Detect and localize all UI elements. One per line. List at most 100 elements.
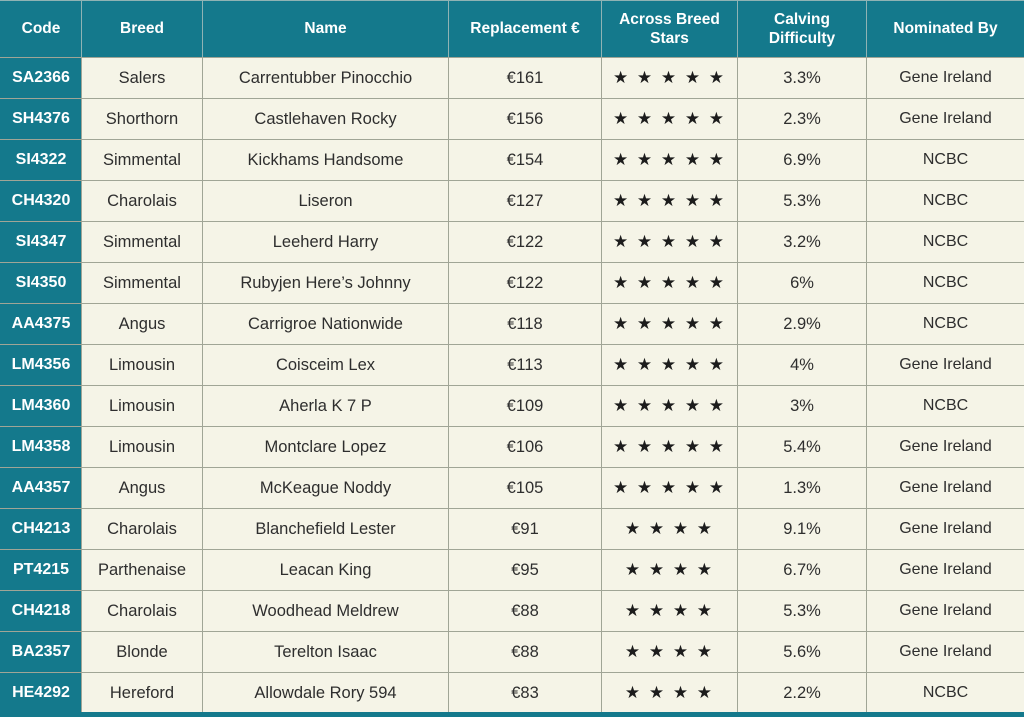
cell-breed: Blonde (81, 631, 203, 673)
cell-calving: 6.9% (737, 139, 867, 181)
column-header-breed: Breed (81, 0, 203, 58)
cell-code: SI4350 (0, 262, 82, 304)
cell-stars: ★ ★ ★ ★ (601, 631, 738, 673)
cell-nominated: NCBC (866, 221, 1024, 263)
table-row: HE4292 Hereford Allowdale Rory 594 €83 ★ ★ ★… (0, 672, 1024, 714)
cell-code: LM4356 (0, 344, 82, 386)
column-header-calving: Calving Difficulty (737, 0, 867, 58)
cell-stars: ★ ★ ★ ★ ★ (601, 139, 738, 181)
cell-replacement: €95 (448, 549, 602, 591)
cell-breed: Angus (81, 467, 203, 509)
table-row: SI4347 Simmental Leeherd Harry €122 ★ ★ ★ ★ … (0, 221, 1024, 263)
cell-name: Terelton Isaac (202, 631, 449, 673)
cell-breed: Charolais (81, 180, 203, 222)
column-header-stars: Across Breed Stars (601, 0, 738, 58)
cell-replacement: €113 (448, 344, 602, 386)
cell-calving: 3% (737, 385, 867, 427)
cell-code: CH4218 (0, 590, 82, 632)
cell-calving: 5.6% (737, 631, 867, 673)
cell-name: Carrentubber Pinocchio (202, 57, 449, 99)
bottom-accent-strip (0, 712, 1024, 717)
table-row: CH4320 Charolais Liseron €127 ★ ★ ★ ★ ★ 5.3% N… (0, 180, 1024, 222)
cell-stars: ★ ★ ★ ★ ★ (601, 303, 738, 345)
cell-name: McKeague Noddy (202, 467, 449, 509)
cell-calving: 3.2% (737, 221, 867, 263)
cell-replacement: €156 (448, 98, 602, 140)
cell-name: Rubyjen Here’s Johnny (202, 262, 449, 304)
cell-breed: Shorthorn (81, 98, 203, 140)
cell-breed: Limousin (81, 385, 203, 427)
table-row: PT4215 Parthenaise Leacan King €95 ★ ★ ★ ★ 6.… (0, 549, 1024, 591)
cell-nominated: NCBC (866, 672, 1024, 714)
cell-calving: 2.2% (737, 672, 867, 714)
cell-stars: ★ ★ ★ ★ (601, 590, 738, 632)
cell-nominated: NCBC (866, 262, 1024, 304)
cell-code: CH4320 (0, 180, 82, 222)
table-row: LM4356 Limousin Coisceim Lex €113 ★ ★ ★ ★ ★ 4… (0, 344, 1024, 386)
cell-stars: ★ ★ ★ ★ ★ (601, 426, 738, 468)
cell-calving: 4% (737, 344, 867, 386)
cell-nominated: Gene Ireland (866, 508, 1024, 550)
cell-breed: Charolais (81, 590, 203, 632)
table-row: CH4213 Charolais Blanchefield Lester €91 ★ ★… (0, 508, 1024, 550)
cell-replacement: €154 (448, 139, 602, 181)
cell-name: Blanchefield Lester (202, 508, 449, 550)
cell-stars: ★ ★ ★ ★ ★ (601, 98, 738, 140)
cell-nominated: Gene Ireland (866, 590, 1024, 632)
cell-calving: 2.9% (737, 303, 867, 345)
cell-nominated: NCBC (866, 385, 1024, 427)
cell-stars: ★ ★ ★ ★ ★ (601, 467, 738, 509)
cell-replacement: €122 (448, 262, 602, 304)
cell-calving: 5.4% (737, 426, 867, 468)
cell-code: SH4376 (0, 98, 82, 140)
cell-calving: 5.3% (737, 180, 867, 222)
cell-replacement: €83 (448, 672, 602, 714)
cell-breed: Limousin (81, 426, 203, 468)
cell-breed: Parthenaise (81, 549, 203, 591)
cell-replacement: €91 (448, 508, 602, 550)
cell-code: AA4357 (0, 467, 82, 509)
cell-code: SI4322 (0, 139, 82, 181)
cell-stars: ★ ★ ★ ★ ★ (601, 385, 738, 427)
cell-replacement: €106 (448, 426, 602, 468)
cell-stars: ★ ★ ★ ★ (601, 672, 738, 714)
cell-calving: 9.1% (737, 508, 867, 550)
cell-stars: ★ ★ ★ ★ (601, 549, 738, 591)
cell-name: Carrigroe Nationwide (202, 303, 449, 345)
table-header: Code Breed Name Replacement € Across Breed S… (0, 0, 1024, 58)
cell-stars: ★ ★ ★ ★ (601, 508, 738, 550)
cell-breed: Simmental (81, 262, 203, 304)
cell-name: Woodhead Meldrew (202, 590, 449, 632)
cell-code: AA4375 (0, 303, 82, 345)
cell-replacement: €105 (448, 467, 602, 509)
cell-name: Leeherd Harry (202, 221, 449, 263)
cell-name: Coisceim Lex (202, 344, 449, 386)
cell-code: BA2357 (0, 631, 82, 673)
cell-breed: Simmental (81, 221, 203, 263)
column-header-nominated: Nominated By (866, 0, 1024, 58)
cell-breed: Salers (81, 57, 203, 99)
cell-name: Castlehaven Rocky (202, 98, 449, 140)
cell-name: Kickhams Handsome (202, 139, 449, 181)
table-row: LM4358 Limousin Montclare Lopez €106 ★ ★ ★ ★… (0, 426, 1024, 468)
cell-breed: Charolais (81, 508, 203, 550)
cell-replacement: €127 (448, 180, 602, 222)
cell-stars: ★ ★ ★ ★ ★ (601, 180, 738, 222)
table-row: CH4218 Charolais Woodhead Meldrew €88 ★ ★ ★ … (0, 590, 1024, 632)
cell-nominated: Gene Ireland (866, 344, 1024, 386)
cell-code: PT4215 (0, 549, 82, 591)
cell-replacement: €88 (448, 631, 602, 673)
column-header-name: Name (202, 0, 449, 58)
cell-code: SA2366 (0, 57, 82, 99)
cell-stars: ★ ★ ★ ★ ★ (601, 221, 738, 263)
cell-nominated: Gene Ireland (866, 467, 1024, 509)
cell-replacement: €122 (448, 221, 602, 263)
cell-nominated: NCBC (866, 303, 1024, 345)
cell-code: CH4213 (0, 508, 82, 550)
cell-nominated: NCBC (866, 180, 1024, 222)
cell-name: Leacan King (202, 549, 449, 591)
cell-stars: ★ ★ ★ ★ ★ (601, 262, 738, 304)
cell-calving: 2.3% (737, 98, 867, 140)
cell-breed: Simmental (81, 139, 203, 181)
